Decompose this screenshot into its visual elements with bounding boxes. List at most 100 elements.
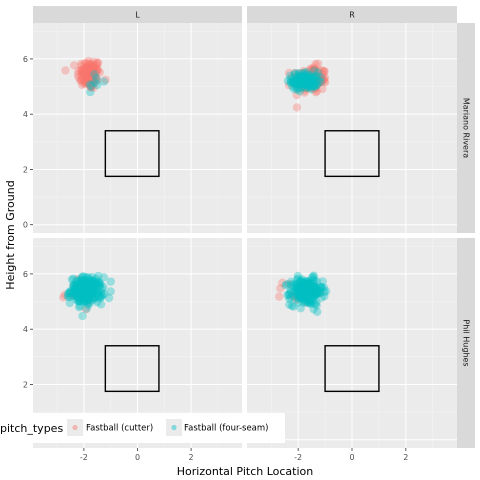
data-point	[311, 74, 321, 84]
data-point	[93, 67, 102, 76]
data-point	[298, 75, 308, 85]
data-point	[69, 281, 79, 291]
data-point	[81, 58, 91, 68]
data-point	[91, 68, 100, 78]
data-point	[307, 74, 316, 83]
column-strip-left-bg	[33, 6, 242, 23]
data-point	[309, 271, 318, 280]
data-point	[91, 280, 100, 289]
data-point	[89, 73, 99, 82]
data-point	[293, 77, 303, 87]
data-point	[304, 282, 314, 292]
data-point	[298, 74, 307, 83]
data-point	[313, 67, 322, 76]
data-point	[296, 287, 305, 297]
data-point	[293, 284, 302, 294]
data-point	[278, 278, 287, 287]
data-point	[95, 281, 105, 290]
data-point	[294, 78, 304, 87]
data-point	[86, 284, 95, 294]
data-point	[318, 76, 327, 85]
data-point	[292, 280, 302, 289]
data-point	[82, 78, 91, 88]
data-point	[311, 290, 320, 299]
data-point	[92, 279, 101, 288]
data-point	[89, 293, 98, 303]
data-point	[304, 292, 314, 301]
data-point	[297, 287, 306, 296]
data-point	[286, 71, 295, 80]
data-point	[311, 70, 320, 80]
data-point	[298, 278, 307, 287]
data-point	[316, 283, 325, 292]
data-point	[87, 289, 96, 298]
data-point	[286, 277, 296, 287]
data-point	[319, 283, 329, 292]
data-point	[303, 76, 312, 86]
data-point	[92, 66, 101, 75]
data-point	[84, 71, 93, 80]
data-point	[299, 298, 308, 308]
data-point	[305, 71, 314, 80]
data-point	[289, 84, 299, 94]
data-point	[85, 75, 95, 84]
data-point	[312, 71, 322, 81]
column-strip-left-label: L	[135, 11, 140, 20]
data-point	[301, 84, 311, 93]
data-point	[304, 298, 314, 307]
data-point	[299, 285, 308, 294]
data-point	[304, 296, 313, 305]
data-point	[300, 282, 310, 292]
data-point	[305, 294, 314, 304]
data-point	[315, 72, 325, 81]
data-point	[301, 290, 310, 299]
data-point	[80, 71, 89, 81]
data-point	[320, 74, 329, 83]
data-point	[82, 287, 92, 296]
data-point	[299, 72, 308, 81]
data-point	[302, 277, 312, 286]
data-point	[309, 66, 319, 75]
data-point	[73, 289, 83, 298]
data-point	[304, 284, 314, 293]
data-point	[294, 68, 304, 78]
data-point	[77, 275, 86, 285]
data-point	[74, 297, 84, 306]
data-point	[299, 79, 309, 88]
data-point	[310, 290, 319, 300]
data-point	[303, 81, 313, 90]
data-point	[84, 281, 94, 291]
data-point	[87, 289, 96, 298]
data-point	[299, 78, 308, 88]
data-point	[306, 70, 315, 79]
data-point	[304, 279, 313, 288]
data-point	[292, 289, 301, 298]
data-point	[283, 76, 293, 86]
data-point	[80, 291, 89, 300]
data-point	[78, 277, 88, 286]
data-point	[93, 288, 102, 297]
data-point	[86, 74, 96, 83]
y-tick-label: 0	[23, 221, 28, 230]
data-point	[79, 276, 89, 285]
data-point	[301, 278, 311, 288]
data-point	[300, 78, 309, 87]
data-point	[308, 273, 317, 282]
data-point	[303, 288, 313, 297]
data-point	[304, 79, 313, 89]
data-point	[306, 64, 316, 73]
data-point	[84, 274, 93, 283]
data-point	[316, 76, 325, 86]
data-point	[293, 290, 302, 300]
data-point	[90, 70, 99, 79]
data-point	[298, 82, 307, 92]
data-point	[80, 288, 89, 297]
data-point	[78, 288, 87, 298]
data-point	[292, 292, 302, 301]
data-point	[79, 65, 89, 74]
data-point	[293, 284, 302, 293]
data-point	[302, 82, 311, 92]
data-point	[83, 295, 93, 305]
data-point	[288, 78, 297, 87]
data-point	[302, 295, 311, 304]
